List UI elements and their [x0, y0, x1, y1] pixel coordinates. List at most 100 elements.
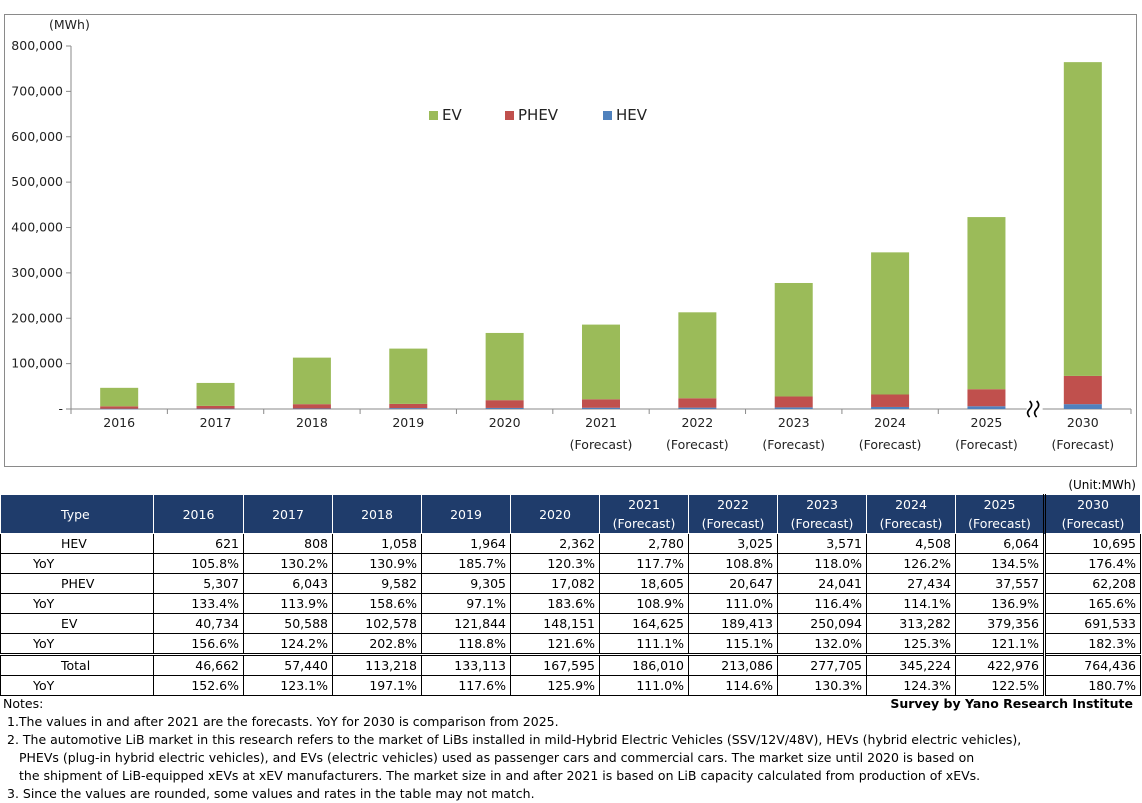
bar-ev-2030: [1063, 62, 1102, 376]
table-cell: 105.8%: [153, 553, 244, 574]
table-row-phev: PHEV 5,307 6,043 9,582 9,305 17,082 18,605 20,6…: [0, 573, 1141, 594]
table-cell: 250,094: [777, 613, 867, 634]
bar-ev-2024: [871, 252, 910, 395]
bar-hev-2016: [100, 408, 139, 410]
header-year: 2025 (Forecast): [955, 494, 1045, 534]
x-tick-label: 2025: [971, 415, 1003, 430]
table-cell: 277,705: [777, 653, 867, 676]
bar-ev-2020: [485, 332, 524, 401]
table-cell: 40,734: [153, 613, 244, 634]
table-cell: 121.1%: [955, 633, 1045, 655]
table-cell: 102,578: [332, 613, 422, 634]
y-axis-unit: (MWh): [49, 17, 90, 32]
x-tick-label: 2016: [103, 415, 135, 430]
table-cell: 3,025: [688, 533, 778, 554]
table-cell: 130.9%: [332, 553, 422, 574]
stacked-bar-chart: - 100,000 200,000 300,000 400,000 500,000 600,…: [11, 17, 1132, 452]
table-cell: 113,218: [332, 653, 422, 676]
notes-section: Notes: Survey by Yano Research Institute…: [3, 695, 1139, 803]
table-cell: 10,695: [1043, 533, 1141, 554]
legend-swatch-phev: [505, 111, 514, 120]
data-table: Type 2016 2017 2018 2019 2020 2021 (Forecast) 20…: [0, 494, 1141, 696]
table-cell: 4,508: [866, 533, 956, 554]
table-cell: 118.0%: [777, 553, 867, 574]
legend-label-ev: EV: [442, 106, 462, 124]
header-year: 2017: [243, 494, 333, 534]
table-cell: 148,151: [510, 613, 600, 634]
bar-phev-2030: [1063, 375, 1102, 405]
header-year: 2020: [510, 494, 600, 534]
y-tick-label: 500,000: [11, 174, 63, 189]
y-tick-label: 200,000: [11, 310, 63, 325]
table-cell: 133.4%: [153, 593, 244, 614]
table-cell: 126.2%: [866, 553, 956, 574]
bar-hev-2020: [485, 407, 524, 409]
table-cell: 133,113: [421, 653, 511, 676]
legend-label-hev: HEV: [616, 106, 648, 124]
table-cell: 17,082: [510, 573, 600, 594]
bar-hev-2018: [292, 408, 331, 410]
row-label: PHEV: [0, 573, 154, 594]
table-cell: 345,224: [866, 653, 956, 676]
note-line: PHEVs (plug-in hybrid electric vehicles)…: [19, 750, 975, 765]
bar-ev-2021: [582, 324, 620, 400]
x-tick-label: 2022: [681, 415, 713, 430]
x-tick-label: (Forecast): [859, 437, 922, 452]
table-cell: 117.7%: [599, 553, 689, 574]
table-cell: 37,557: [955, 573, 1045, 594]
table-row-yoy: YoY 105.8% 130.2% 130.9% 185.7% 120.3% 117.7% 1…: [0, 553, 1141, 574]
bar-phev-2019: [389, 403, 428, 409]
table-cell: 185.7%: [421, 553, 511, 574]
notes-title: Notes:: [3, 696, 44, 711]
table-cell: 167,595: [510, 653, 600, 676]
x-tick-label: 2020: [489, 415, 521, 430]
table-cell: 176.4%: [1043, 553, 1141, 574]
x-tick-label: (Forecast): [570, 437, 633, 452]
x-tick-label: 2024: [874, 415, 906, 430]
y-tick-label: 800,000: [11, 38, 63, 53]
bar-phev-2016: [100, 406, 139, 409]
y-tick-label: 600,000: [11, 129, 63, 144]
table-row-yoy: YoY 133.4% 113.9% 158.6% 97.1% 183.6% 108.9% 11…: [0, 593, 1141, 614]
row-label: YoY: [0, 593, 154, 614]
table-cell: 120.3%: [510, 553, 600, 574]
table-row-yoy: YoY 152.6% 123.1% 197.1% 117.6% 125.9% 111.0% 1…: [0, 675, 1141, 696]
table-cell: 18,605: [599, 573, 689, 594]
table-cell: 183.6%: [510, 593, 600, 614]
table-cell: 114.6%: [688, 675, 778, 696]
bar-ev-2018: [292, 357, 331, 405]
table-cell: 114.1%: [866, 593, 956, 614]
bar-phev-2021: [582, 399, 620, 408]
bar-phev-2020: [485, 400, 524, 408]
header-year: 2023 (Forecast): [777, 494, 867, 534]
table-cell: 2,780: [599, 533, 689, 554]
table-cell: 121.6%: [510, 633, 600, 655]
table-cell: 313,282: [866, 613, 956, 634]
bar-hev-2019: [389, 408, 428, 409]
table-cell: 5,307: [153, 573, 244, 594]
x-tick-label: 2018: [296, 415, 328, 430]
bar-hev-2023: [774, 407, 813, 409]
x-tick-label: 2021: [585, 415, 617, 430]
bar-phev-2025: [967, 389, 1006, 407]
table-cell: 197.1%: [332, 675, 422, 696]
bar-ev-2022: [678, 312, 717, 399]
table-cell: 124.3%: [866, 675, 956, 696]
table-cell: 6,064: [955, 533, 1045, 554]
legend-swatch-hev: [603, 111, 612, 120]
table-cell: 186,010: [599, 653, 689, 676]
header-year: 2021 (Forecast): [599, 494, 689, 534]
table-row-total: Total 46,662 57,440 113,218 133,113 167,595 18…: [0, 653, 1141, 676]
table-cell: 189,413: [688, 613, 778, 634]
table-cell: 182.3%: [1043, 633, 1141, 655]
x-tick-label: (Forecast): [955, 437, 1018, 452]
y-tick-label: 400,000: [11, 220, 63, 235]
table-cell: 3,571: [777, 533, 867, 554]
table-cell: 213,086: [688, 653, 778, 676]
table-cell: 621: [153, 533, 244, 554]
table-cell: 1,964: [421, 533, 511, 554]
header-year: 2016: [153, 494, 244, 534]
table-cell: 111.0%: [688, 593, 778, 614]
table-row-ev: EV 40,734 50,588 102,578 121,844 148,151 164,6…: [0, 613, 1141, 634]
table-cell: 2,362: [510, 533, 600, 554]
